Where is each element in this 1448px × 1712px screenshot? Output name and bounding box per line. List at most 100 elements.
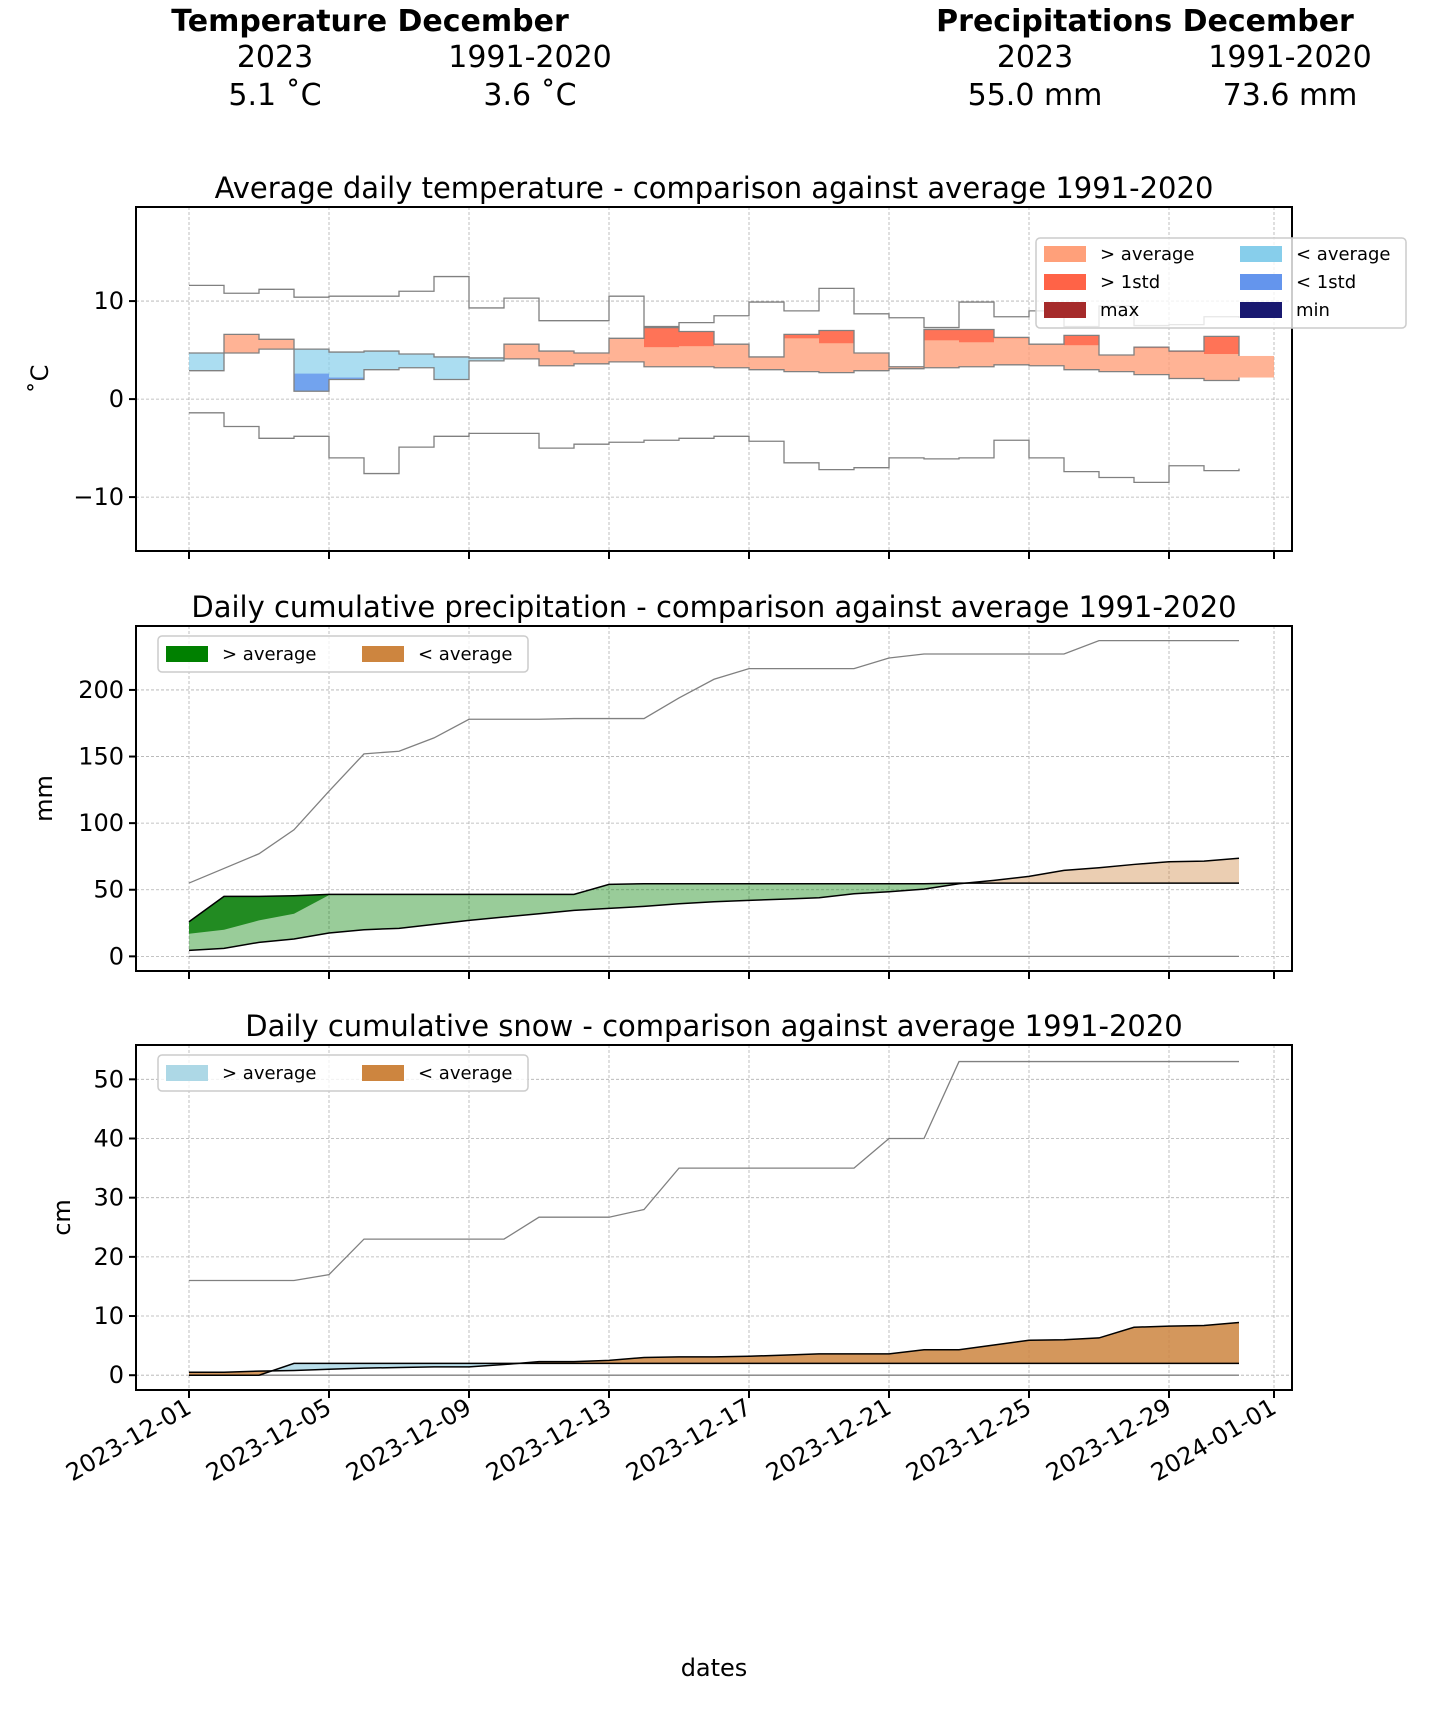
x-tick-label: 2023-12-13 [481, 1393, 616, 1487]
precipitation-above-1std-area [294, 894, 329, 914]
x-tick-label: 2023-12-05 [201, 1393, 336, 1487]
snow-below-average-area [1029, 1339, 1064, 1364]
precipitation-summary-col-normal: 1991-2020 [1208, 40, 1372, 75]
snow-max-line [189, 1060, 1239, 1282]
y-tick-label: 20 [93, 1243, 124, 1271]
snow-below-average-area [749, 1355, 784, 1364]
snow-below-average-area [1204, 1322, 1239, 1364]
snow-below-average-area [819, 1353, 854, 1364]
legend-swatch [166, 1065, 208, 1081]
precipitation-below-average-area [1064, 867, 1099, 884]
chart-title: Daily cumulative precipitation - compari… [191, 590, 1236, 624]
temperature-summary-col-normal: 1991-2020 [448, 40, 612, 75]
snow-below-average-area [679, 1356, 714, 1364]
temp-above-average-bar [714, 344, 749, 368]
legend-swatch [1044, 246, 1086, 262]
y-tick-label: 50 [93, 1065, 124, 1093]
snow-below-average-area [1064, 1337, 1099, 1364]
y-tick-label: 200 [78, 676, 124, 704]
legend-label: < average [418, 1063, 513, 1084]
legend-label: max [1100, 300, 1140, 321]
precipitation-above-average-area [364, 894, 399, 930]
x-tick-label: 2023-12-21 [761, 1393, 896, 1487]
temp-above-average-bar [994, 337, 1029, 365]
temp-below-average-bar [329, 352, 364, 380]
legend: > average < average [157, 635, 529, 673]
legend-label: < 1std [1296, 272, 1356, 293]
plot-area [189, 1060, 1240, 1376]
precipitation-above-average-area [574, 884, 609, 911]
y-tick-label: 0 [109, 1361, 124, 1389]
precipitation-above-average-area [609, 883, 644, 909]
x-tick-label: 2023-12-17 [621, 1393, 756, 1487]
legend: > average > 1std max < average < 1std min [1035, 237, 1407, 329]
precipitation-above-1std-area [259, 895, 294, 921]
legend: > average < average [157, 1054, 529, 1092]
temp-min-line [189, 412, 1240, 484]
temp-above-average-bar [1099, 354, 1134, 372]
precipitation-summary-value-current: 55.0 mm [967, 78, 1103, 113]
temp-observed-line [189, 326, 1240, 392]
legend-swatch [1240, 246, 1282, 262]
precipitation-below-average-area [1134, 861, 1169, 884]
precipitation-above-average-area [749, 883, 784, 901]
temp-above-average-bar [1134, 347, 1169, 375]
precipitation-below-average-area [1204, 858, 1239, 884]
precipitation-summary-col-current: 2023 [996, 40, 1074, 75]
precipitation-average-line [188, 857, 1240, 952]
temp-above-average-bar [259, 339, 294, 350]
y-tick-label: 30 [93, 1184, 124, 1212]
legend-swatch [362, 646, 404, 662]
x-tick-label: 2023-12-01 [61, 1393, 196, 1487]
temp-below-average-bar [434, 356, 469, 380]
legend-box [1035, 237, 1407, 329]
legend-label: > average [222, 644, 317, 665]
precipitation-above-average-area [644, 883, 679, 907]
chart-precipitation: 0 50 100 150 200 Daily cumulative precipitati… [30, 590, 1293, 979]
chart-title: Daily cumulative snow - comparison again… [245, 1009, 1183, 1043]
chart-title: Average daily temperature - comparison a… [215, 171, 1214, 205]
snow-above-average-area [434, 1363, 469, 1367]
precipitation-above-average-area [714, 883, 749, 902]
temperature-summary-value-normal: 3.6 ˚C [483, 78, 577, 113]
precipitation-below-average-area [1029, 870, 1064, 884]
precipitation-summary-title: Precipitations December [936, 4, 1354, 39]
legend-swatch [1240, 302, 1282, 318]
precipitation-below-average-area [1099, 864, 1134, 884]
precipitation-above-1std-area [224, 896, 259, 930]
temp-above-1std-bar [924, 329, 959, 341]
y-tick-label: 50 [93, 876, 124, 904]
legend-swatch [1240, 274, 1282, 290]
axes-frame [135, 625, 1293, 972]
temp-above-1std-bar [644, 327, 679, 348]
legend-box [157, 1054, 529, 1092]
plot-area [189, 275, 1274, 484]
temp-above-1std-bar [1204, 336, 1239, 355]
temp-above-1std-bar [784, 334, 819, 339]
precipitation-above-average-area [854, 883, 889, 894]
temp-below-average-bar [189, 353, 224, 371]
precipitation-above-1std-area [189, 896, 224, 934]
precipitation-above-average-area [679, 883, 714, 904]
y-tick-label: 40 [93, 1124, 124, 1152]
temp-above-average-bar [749, 356, 784, 370]
chart-temperature: 10 0 −10 Average daily temperature - compar… [26, 171, 1407, 559]
temp-above-average-bar [854, 353, 889, 371]
precipitation-above-average-area [399, 894, 434, 929]
legend-box [157, 635, 529, 673]
temp-below-1std-bar [294, 373, 329, 392]
temp-above-1std-bar [1064, 335, 1099, 346]
legend-swatch [1044, 302, 1086, 318]
y-tick-label: 150 [78, 743, 124, 771]
snow-below-average-area [924, 1349, 959, 1364]
y-tick-label: 10 [93, 1302, 124, 1330]
snow-below-average-area [959, 1345, 994, 1364]
precipitation-max-line [188, 640, 1239, 884]
legend-swatch [1044, 274, 1086, 290]
y-tick-label: 0 [109, 942, 124, 970]
temp-above-average-bar [784, 334, 819, 372]
legend-swatch [166, 646, 208, 662]
snow-average-line [189, 1321, 1240, 1373]
legend-label: min [1296, 300, 1330, 321]
